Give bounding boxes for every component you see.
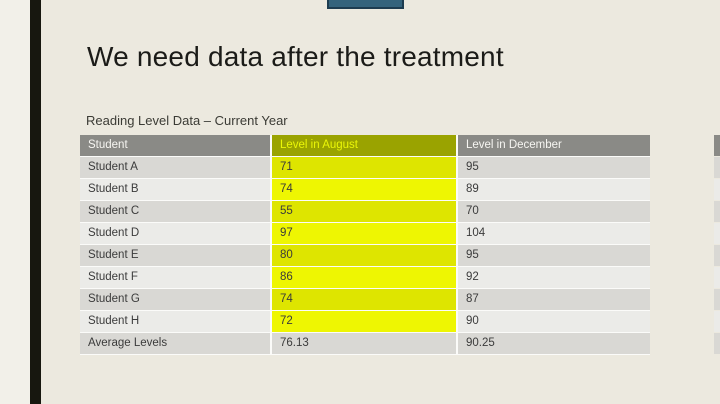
cell-august: 86 bbox=[272, 267, 456, 288]
cutoff-column-cell bbox=[714, 289, 720, 310]
cell-august: 80 bbox=[272, 245, 456, 266]
cell-august: 76.13 bbox=[272, 333, 456, 354]
cell-december: 90.25 bbox=[458, 333, 650, 354]
table-row: Student H 72 90 bbox=[80, 311, 650, 332]
table-row: Student G 74 87 bbox=[80, 289, 650, 310]
cell-student: Student D bbox=[80, 223, 270, 244]
cutoff-column-cell bbox=[714, 201, 720, 222]
cutoff-column-cell bbox=[714, 179, 720, 200]
cell-december: 104 bbox=[458, 223, 650, 244]
cell-december: 90 bbox=[458, 311, 650, 332]
cell-student: Student E bbox=[80, 245, 270, 266]
cutoff-column-cell bbox=[714, 311, 720, 332]
cell-december: 89 bbox=[458, 179, 650, 200]
table-header-row: Student Level in August Level in Decembe… bbox=[80, 135, 650, 156]
table-caption: Reading Level Data – Current Year bbox=[86, 113, 288, 128]
cutoff-column-cell bbox=[714, 245, 720, 266]
cell-december: 95 bbox=[458, 245, 650, 266]
slide-title: We need data after the treatment bbox=[87, 41, 504, 72]
cell-student: Student G bbox=[80, 289, 270, 310]
cell-august: 71 bbox=[272, 157, 456, 178]
cutoff-column-cell bbox=[714, 267, 720, 288]
cell-student: Student H bbox=[80, 311, 270, 332]
reading-level-table: Student Level in August Level in Decembe… bbox=[80, 135, 650, 355]
cell-student: Student B bbox=[80, 179, 270, 200]
cutoff-column-cell bbox=[714, 223, 720, 244]
table-row: Student C 55 70 bbox=[80, 201, 650, 222]
table-row: Student E 80 95 bbox=[80, 245, 650, 266]
cell-august: 72 bbox=[272, 311, 456, 332]
cell-august: 74 bbox=[272, 289, 456, 310]
cutoff-column-header bbox=[714, 135, 720, 156]
column-header-august: Level in August bbox=[272, 135, 456, 156]
cell-december: 70 bbox=[458, 201, 650, 222]
cutoff-column-cell bbox=[714, 333, 720, 354]
cutoff-table-column bbox=[714, 135, 720, 355]
cell-december: 87 bbox=[458, 289, 650, 310]
table-row: Student A 71 95 bbox=[80, 157, 650, 178]
summary-row: Average Levels 76.13 90.25 bbox=[80, 333, 650, 354]
cell-august: 97 bbox=[272, 223, 456, 244]
table-body: Student A 71 95 Student B 74 89 Student C 55 70 S… bbox=[80, 157, 650, 354]
table-row: Student D 97 104 bbox=[80, 223, 650, 244]
column-header-december: Level in December bbox=[458, 135, 650, 156]
table-row: Student B 74 89 bbox=[80, 179, 650, 200]
slide-edge-bar bbox=[30, 0, 41, 404]
cell-student: Student C bbox=[80, 201, 270, 222]
table-row: Student F 86 92 bbox=[80, 267, 650, 288]
cell-august: 55 bbox=[272, 201, 456, 222]
toolbar-button-fragment[interactable] bbox=[327, 0, 404, 9]
cell-december: 95 bbox=[458, 157, 650, 178]
column-header-student: Student bbox=[80, 135, 270, 156]
cell-august: 74 bbox=[272, 179, 456, 200]
cell-student: Student A bbox=[80, 157, 270, 178]
cell-student: Average Levels bbox=[80, 333, 270, 354]
cell-student: Student F bbox=[80, 267, 270, 288]
cell-december: 92 bbox=[458, 267, 650, 288]
cutoff-column-cell bbox=[714, 157, 720, 178]
